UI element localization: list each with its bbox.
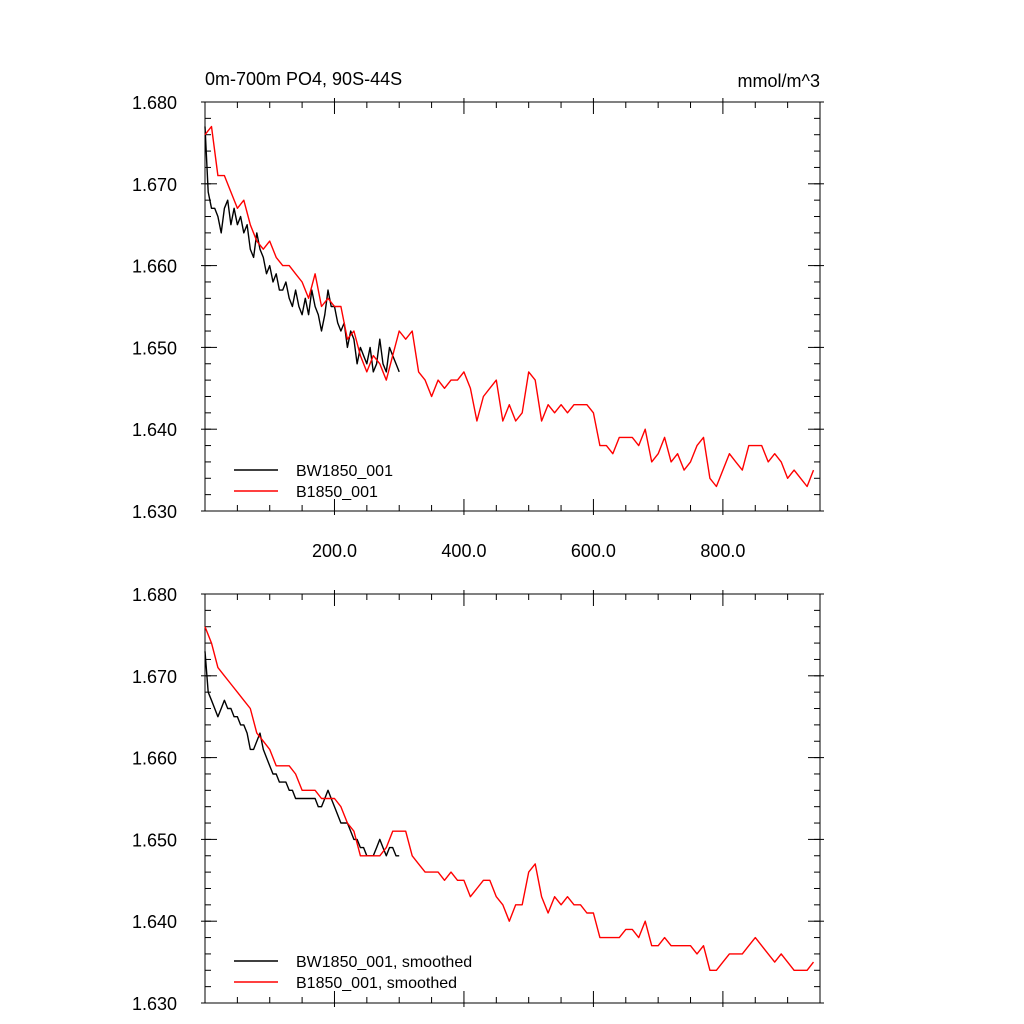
top-x-tick-label: 800.0 xyxy=(700,541,745,561)
top-y-tick-label: 1.640 xyxy=(132,420,177,440)
top-x-tick-label: 600.0 xyxy=(571,541,616,561)
top-plot-frame xyxy=(204,101,821,512)
top-x-tick-labels: 200.0 400.0 600.0 800.0 xyxy=(312,541,745,561)
bottom-series-line-b1850-001-smoothed xyxy=(204,626,815,971)
top-x-tick-label: 400.0 xyxy=(441,541,486,561)
legend-label-bw1850: BW1850_001 xyxy=(296,463,393,480)
top-ticks xyxy=(201,98,824,515)
top-series-line-b1850-001 xyxy=(204,125,815,488)
chart-title: 0m-700m PO4, 90S-44S xyxy=(205,69,402,89)
top-legend: BW1850_001 B1850_001 xyxy=(234,463,393,501)
bottom-y-tick-label: 1.630 xyxy=(132,994,177,1014)
top-y-tick-label: 1.660 xyxy=(132,257,177,277)
bottom-y-tick-label: 1.650 xyxy=(132,830,177,850)
bottom-y-tick-labels: 1.630 1.640 1.650 1.660 1.670 1.680 xyxy=(132,585,177,1014)
legend-label-b1850-smoothed: B1850_001, smoothed xyxy=(296,975,457,992)
bottom-legend: BW1850_001, smoothed B1850_001, smoothed xyxy=(234,954,472,992)
top-y-tick-labels: 1.630 1.640 1.650 1.660 1.670 1.680 xyxy=(132,93,177,522)
bottom-series xyxy=(204,626,815,971)
bottom-y-tick-label: 1.660 xyxy=(132,749,177,769)
legend-label-bw1850-smoothed: BW1850_001, smoothed xyxy=(296,954,472,971)
top-panel: 0m-700m PO4, 90S-44S mmol/m^3 1.630 1.640… xyxy=(132,69,824,561)
bottom-ticks xyxy=(201,590,824,1007)
top-y-tick-label: 1.670 xyxy=(132,175,177,195)
bottom-plot-frame xyxy=(204,593,821,1004)
top-y-tick-label: 1.630 xyxy=(132,502,177,522)
bottom-y-tick-label: 1.640 xyxy=(132,912,177,932)
bottom-panel: 1.630 1.640 1.650 1.660 1.670 1.680 BW1850_00… xyxy=(132,585,824,1014)
bottom-y-tick-label: 1.670 xyxy=(132,667,177,687)
top-series-line-bw1850-001 xyxy=(204,126,400,373)
top-y-tick-label: 1.650 xyxy=(132,338,177,358)
bottom-series-line-bw1850-001-smoothed xyxy=(204,651,400,857)
bottom-y-tick-label: 1.680 xyxy=(132,585,177,605)
top-y-tick-label: 1.680 xyxy=(132,93,177,113)
top-x-tick-label: 200.0 xyxy=(312,541,357,561)
legend-label-b1850: B1850_001 xyxy=(296,484,378,501)
top-series xyxy=(204,125,815,488)
units-label: mmol/m^3 xyxy=(738,71,820,91)
